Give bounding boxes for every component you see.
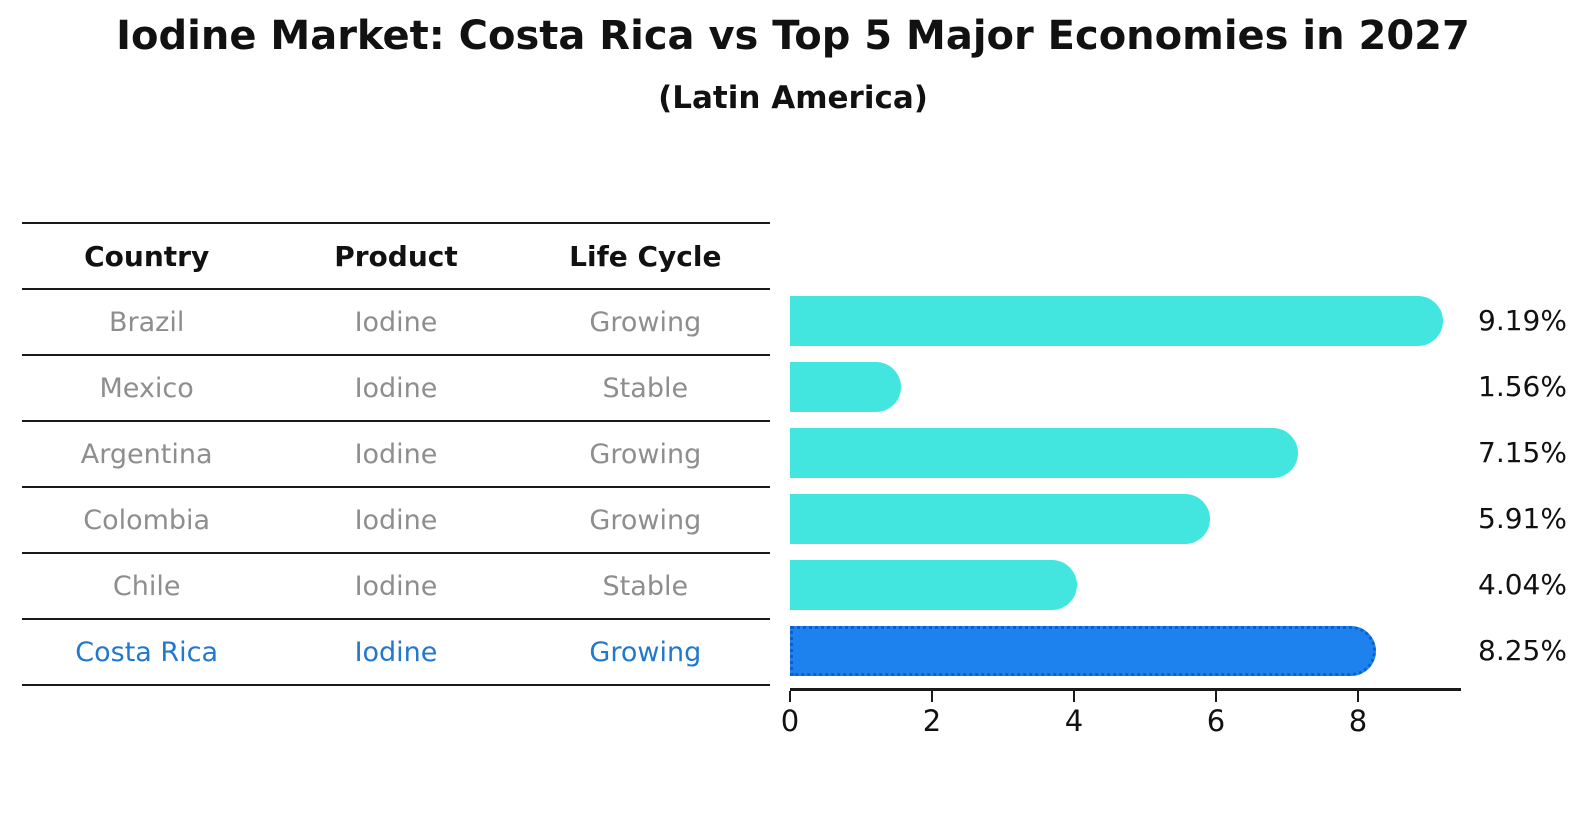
table-cell-product: Iodine — [354, 306, 438, 338]
bar-value-label: 9.19% — [1478, 304, 1567, 337]
bar-chile — [790, 560, 1077, 610]
bar-value-label: 1.56% — [1478, 370, 1567, 403]
bar-row — [790, 618, 1461, 684]
bar-value-label: 5.91% — [1478, 502, 1567, 535]
table-row: Costa Rica Iodine Growing — [22, 620, 770, 686]
bar-value-label: 7.15% — [1478, 436, 1567, 469]
bar-row — [790, 552, 1461, 618]
x-axis: 0 2 4 6 8 — [781, 688, 1461, 748]
table-cell-life-cycle: Growing — [589, 438, 702, 470]
table-row: Chile Iodine Stable — [22, 554, 770, 620]
table-cell-product: Iodine — [354, 636, 438, 668]
chart-title: Iodine Market: Costa Rica vs Top 5 Major… — [116, 13, 1470, 59]
x-tick-mark — [1215, 691, 1218, 702]
table-cell-life-cycle: Growing — [589, 306, 702, 338]
bar-mexico — [790, 362, 901, 412]
x-tick-label: 6 — [1206, 704, 1226, 738]
country-table: Country Product Life Cycle Brazil Iodine G… — [22, 222, 770, 686]
table-cell-product: Iodine — [354, 372, 438, 404]
bar-row — [790, 354, 1461, 420]
bar-argentina — [790, 428, 1298, 478]
bar-row — [790, 288, 1461, 354]
table-row: Mexico Iodine Stable — [22, 356, 770, 422]
col-header-lifecycle: Life Cycle — [569, 239, 722, 273]
table-cell-life-cycle: Stable — [602, 570, 689, 602]
table-cell-country: Chile — [112, 570, 181, 602]
bar-row — [790, 420, 1461, 486]
table-cell-country: Colombia — [83, 504, 211, 536]
x-tick-mark — [931, 691, 933, 702]
table-rows: Brazil Iodine Growing Mexico Iodine Stable Arg… — [22, 290, 770, 686]
table-cell-product: Iodine — [354, 504, 438, 536]
table-cell-life-cycle: Growing — [589, 636, 702, 668]
x-tick-mark — [1073, 691, 1076, 702]
x-tick-label: 8 — [1348, 704, 1368, 738]
table-cell-country: Brazil — [108, 306, 185, 338]
bar-costa-rica — [790, 626, 1376, 676]
bar-value-label: 8.25% — [1478, 634, 1567, 667]
bar-colombia — [790, 494, 1210, 544]
col-header-product: Product — [334, 239, 458, 273]
table-cell-product: Iodine — [354, 570, 438, 602]
x-axis-line — [790, 688, 1461, 691]
table-header-row: Country Product Life Cycle — [22, 224, 770, 290]
chart-subtitle: (Latin America) — [658, 80, 928, 116]
col-header-country: Country — [84, 239, 210, 273]
table-cell-product: Iodine — [354, 438, 438, 470]
table-cell-country: Argentina — [80, 438, 213, 470]
x-tick-label: 4 — [1064, 704, 1084, 738]
table-cell-life-cycle: Growing — [589, 504, 702, 536]
x-tick-mark — [789, 691, 791, 702]
bar-brazil — [790, 296, 1443, 346]
bar-chart: 0 2 4 6 8 — [781, 288, 1461, 748]
table-row: Argentina Iodine Growing — [22, 422, 770, 488]
bar-value-label: 4.04% — [1478, 568, 1567, 601]
x-tick-label: 0 — [780, 704, 800, 738]
table-cell-country: Costa Rica — [75, 636, 219, 668]
table-cell-country: Mexico — [99, 372, 194, 404]
x-tick-label: 2 — [922, 704, 942, 738]
x-tick-mark — [1357, 691, 1360, 702]
table-cell-life-cycle: Stable — [602, 372, 689, 404]
table-row: Brazil Iodine Growing — [22, 290, 770, 356]
bar-row — [790, 486, 1461, 552]
table-row: Colombia Iodine Growing — [22, 488, 770, 554]
bars-container — [790, 288, 1461, 684]
